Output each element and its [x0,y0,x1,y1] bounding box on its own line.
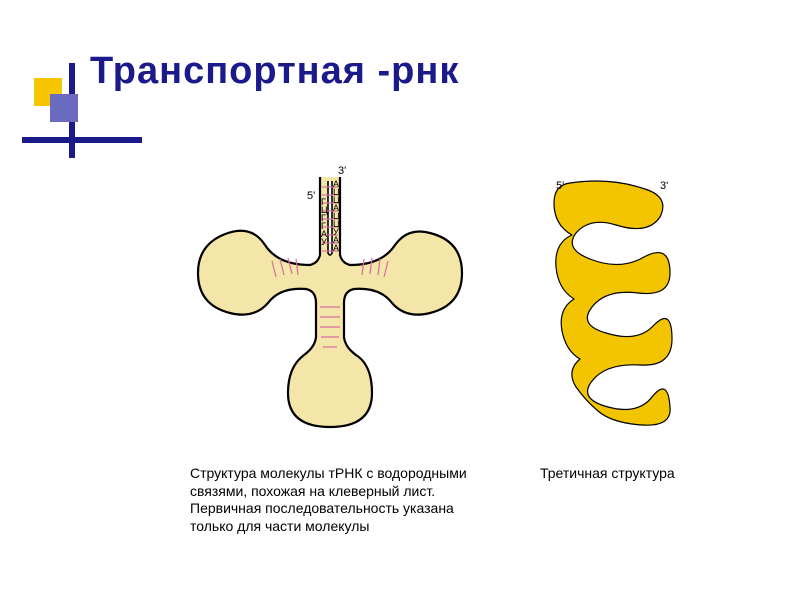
figure-area: 3' 5' А Ц Ц А Ц Ц У А А Г Ц Г Г А У 5 [180,165,730,515]
slide-title: Транспортная -рнк [90,50,459,93]
cloverleaf-diagram: 3' 5' А Ц Ц А Ц Ц У А А Г Ц Г Г А У [180,165,480,455]
caption-left: Структура молекулы тРНК с водородными св… [190,465,490,535]
svg-text:А: А [333,243,339,253]
ribbon-three-prime: 3' [660,180,668,192]
five-prime-label: 5' [307,190,315,202]
ribbon-five-prime: 5' [556,180,564,192]
tertiary-ribbon: 5' 3' [520,175,690,435]
caption-right: Третичная структура [540,465,720,481]
three-prime-label: 3' [338,165,346,177]
svg-text:У: У [321,237,327,247]
